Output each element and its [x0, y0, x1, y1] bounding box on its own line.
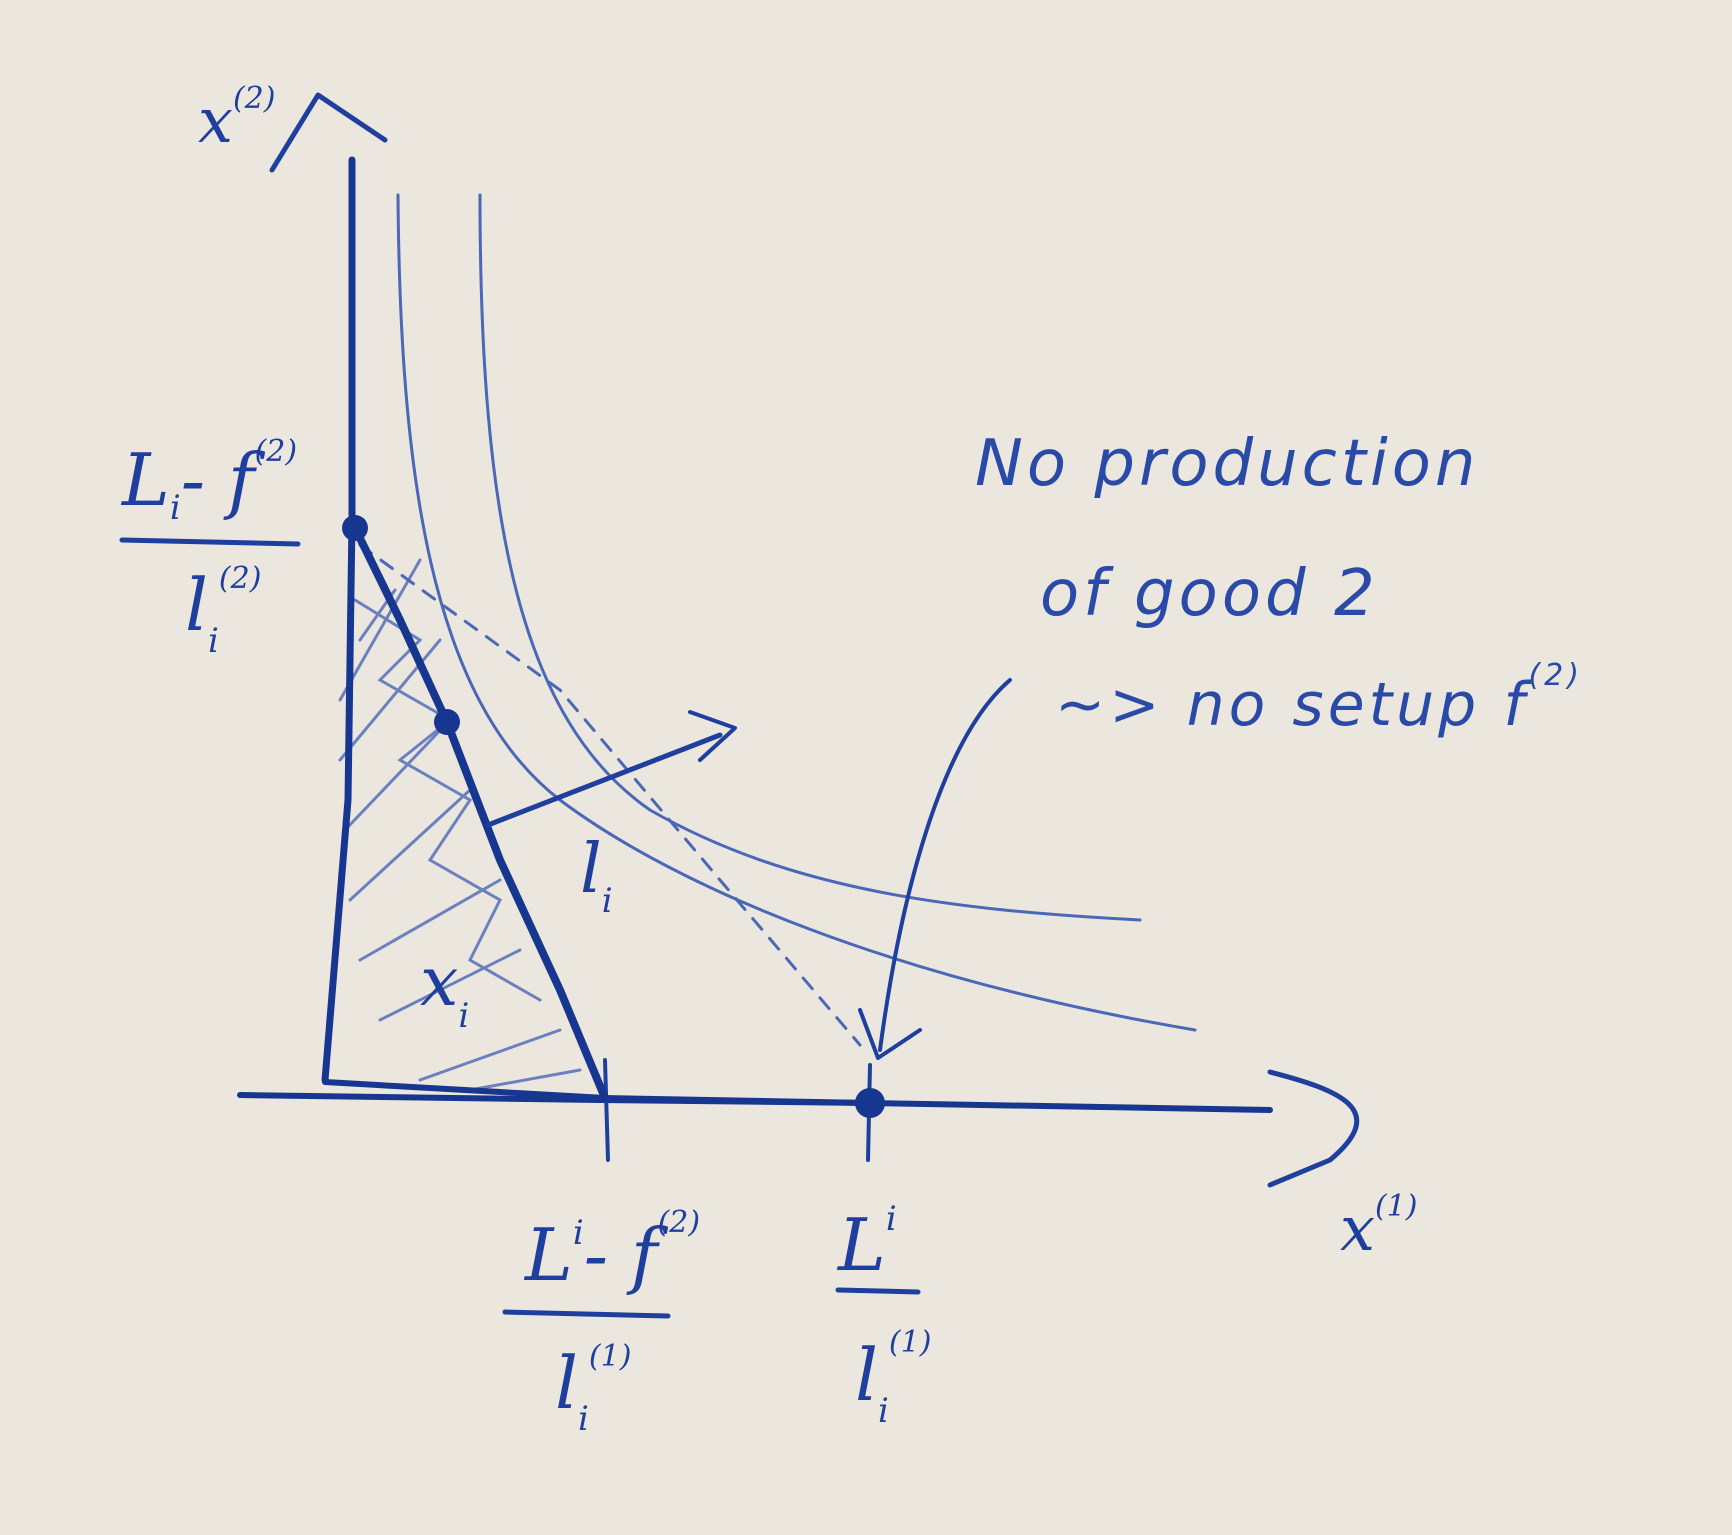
x-intercept-tick-setup [603, 1058, 610, 1162]
point-y-intercept [342, 515, 368, 541]
y-axis-arrowhead [269, 92, 388, 173]
x-axis-arrowhead [1267, 1069, 1360, 1188]
indifference-curve-outer [478, 193, 1142, 922]
annotation-arrow [878, 678, 1012, 1052]
feasible-set-boundary [322, 1079, 873, 1106]
x-intercept-setup-label: Li- f(2) li(1) [502, 1205, 700, 1439]
indifference-curve-inner [396, 193, 1197, 1032]
annotation-line-1: No production [975, 427, 1479, 501]
y-axis-label: x(2) [198, 81, 275, 157]
x-axis-label: x(1) [1340, 1189, 1417, 1265]
svg-text:li(2): li(2) [185, 561, 261, 661]
svg-text:Li- f(2): Li- f(2) [523, 1205, 700, 1297]
indifference-curves [396, 193, 1197, 1032]
point-tangency [434, 709, 460, 735]
annotation-arrowhead [858, 1008, 922, 1060]
annotation-line-2: of good 2 [1040, 557, 1379, 631]
normal-vector-label: li [580, 830, 613, 921]
svg-text:Li- f(2): Li- f(2) [120, 434, 297, 528]
svg-text:li(1): li(1) [555, 1339, 631, 1439]
x-intercept-max-label: Li li(1) [835, 1199, 931, 1431]
ppf-without-setup-dashed [358, 543, 862, 1047]
feasible-set-label: xi [420, 943, 469, 1036]
normal-vector-arrow [485, 710, 737, 828]
annotation-line-3: ~> no setup f(2) [1055, 658, 1583, 740]
svg-text:li(1): li(1) [855, 1325, 931, 1431]
ppf-with-setup [351, 524, 609, 1102]
feasible-set-hatching [338, 558, 582, 1092]
y-axis [321, 156, 356, 1084]
svg-text:Li: Li [836, 1199, 897, 1287]
annotation-note: No production of good 2 ~> no setup f(2) [975, 427, 1583, 740]
y-intercept-label: Li- f(2) li(2) [119, 434, 301, 661]
point-x-intercept-max [855, 1088, 885, 1118]
